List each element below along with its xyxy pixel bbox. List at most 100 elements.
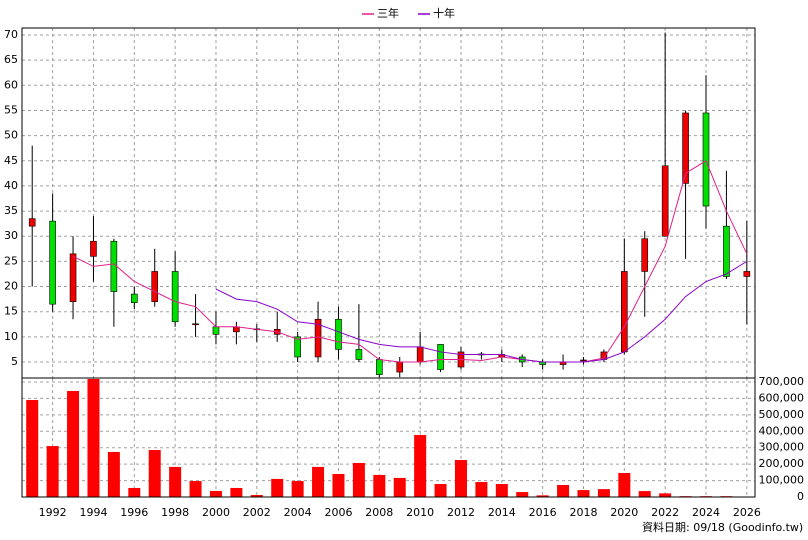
- y-tick-label: 70: [4, 28, 18, 41]
- x-tick-label: 2008: [365, 506, 393, 519]
- y-tick-label: 500,000: [759, 408, 805, 421]
- candle-body: [723, 225, 730, 277]
- x-tick-label: 1992: [39, 506, 67, 519]
- x-tick-label: 1994: [79, 506, 107, 519]
- y-tick-label: 45: [4, 154, 18, 167]
- candle-body: [171, 271, 179, 323]
- volume-bar: [169, 466, 182, 497]
- candle-body: [641, 238, 649, 272]
- candle-body: [702, 112, 710, 207]
- ma-line: [215, 260, 748, 363]
- volume-bar: [87, 378, 100, 497]
- candle-body: [621, 271, 628, 353]
- volume-bar: [271, 478, 284, 497]
- volume-bar: [209, 490, 222, 497]
- volume-bar: [454, 460, 467, 497]
- y-tick-label: 25: [4, 254, 18, 267]
- y-tick-label: 300,000: [759, 441, 805, 454]
- candle-body: [682, 112, 689, 184]
- y-tick-label: 60: [4, 78, 18, 91]
- x-tick-label: 2004: [284, 506, 312, 519]
- volume-bar: [128, 487, 141, 497]
- x-tick-label: 2014: [488, 506, 516, 519]
- volume-bar: [577, 490, 590, 497]
- y-tick-label: 600,000: [759, 391, 805, 404]
- candle-body: [743, 271, 751, 277]
- plot-frame: [21, 377, 756, 498]
- x-tick-label: 2016: [529, 506, 557, 519]
- legend-label: 三年: [377, 6, 399, 20]
- y-tick-label: 400,000: [759, 424, 805, 437]
- x-tick-label: 2012: [447, 506, 475, 519]
- volume-bar: [332, 473, 345, 497]
- y-tick-label: 35: [4, 204, 18, 217]
- candle-body: [69, 253, 77, 302]
- candle-body: [335, 318, 342, 350]
- candle-body: [110, 240, 118, 292]
- ma-line: [72, 160, 748, 363]
- y-tick-label: 40: [4, 179, 18, 192]
- volume-bar: [393, 477, 406, 497]
- candle-body: [580, 359, 587, 362]
- candle-body: [294, 336, 301, 358]
- y-tick-label: 15: [4, 305, 18, 318]
- y-tick-label: 0: [797, 490, 804, 503]
- volume-bar: [414, 435, 427, 497]
- x-tick-label: 2010: [406, 506, 434, 519]
- x-tick-label: 2006: [324, 506, 352, 519]
- candle-body: [376, 359, 383, 375]
- volume-bar: [291, 481, 304, 497]
- x-tick-label: 2020: [610, 506, 638, 519]
- volume-bar: [67, 390, 80, 497]
- volume-bar: [557, 485, 570, 497]
- volume-bar: [495, 484, 508, 497]
- volume-bar: [148, 449, 161, 497]
- volume-bar: [107, 451, 120, 497]
- legend-label: 十年: [433, 6, 455, 20]
- volume-bar: [373, 474, 386, 497]
- y-tick-label: 5: [11, 355, 18, 368]
- candle-body: [90, 240, 97, 257]
- volume-bar: [26, 400, 39, 497]
- y-tick-label: 10: [4, 330, 18, 343]
- volume-bar: [659, 493, 672, 497]
- source-note: 資料日期: 09/18 (Goodinfo.tw): [642, 520, 803, 534]
- volume-bar: [536, 495, 549, 497]
- y-tick-label: 100,000: [759, 474, 805, 487]
- volume-bar: [312, 466, 325, 497]
- volume-bar: [638, 491, 651, 497]
- candle-body: [396, 361, 404, 373]
- candle-body: [212, 326, 220, 335]
- x-tick-label: 2024: [692, 506, 720, 519]
- volume-bar: [516, 492, 529, 497]
- volume-bar: [475, 482, 488, 497]
- x-tick-label: 2002: [243, 506, 271, 519]
- volume-bar: [597, 489, 610, 497]
- x-tick-label: 2026: [733, 506, 761, 519]
- x-tick-label: 1998: [161, 506, 189, 519]
- y-tick-label: 20: [4, 280, 18, 293]
- candle-body: [130, 293, 138, 303]
- volume-bar: [189, 481, 202, 497]
- y-tick-label: 30: [4, 229, 18, 242]
- candle-body: [192, 323, 199, 326]
- x-tick-label: 2018: [569, 506, 597, 519]
- candle-body: [661, 165, 669, 237]
- y-tick-label: 55: [4, 103, 18, 116]
- y-tick-label: 200,000: [759, 457, 805, 470]
- candle-body: [355, 349, 363, 360]
- volume-bar: [250, 495, 263, 497]
- x-tick-label: 2022: [651, 506, 679, 519]
- candle-body: [416, 346, 424, 363]
- y-tick-label: 50: [4, 129, 18, 142]
- candle-body: [28, 218, 36, 227]
- y-tick-label: 65: [4, 53, 18, 66]
- volume-bar: [434, 484, 447, 497]
- volume-bar: [46, 446, 59, 497]
- x-tick-label: 1996: [120, 506, 148, 519]
- volume-bar: [618, 473, 631, 497]
- candle-body: [314, 318, 322, 358]
- volume-bar: [352, 462, 365, 497]
- y-tick-label: 700,000: [759, 375, 805, 388]
